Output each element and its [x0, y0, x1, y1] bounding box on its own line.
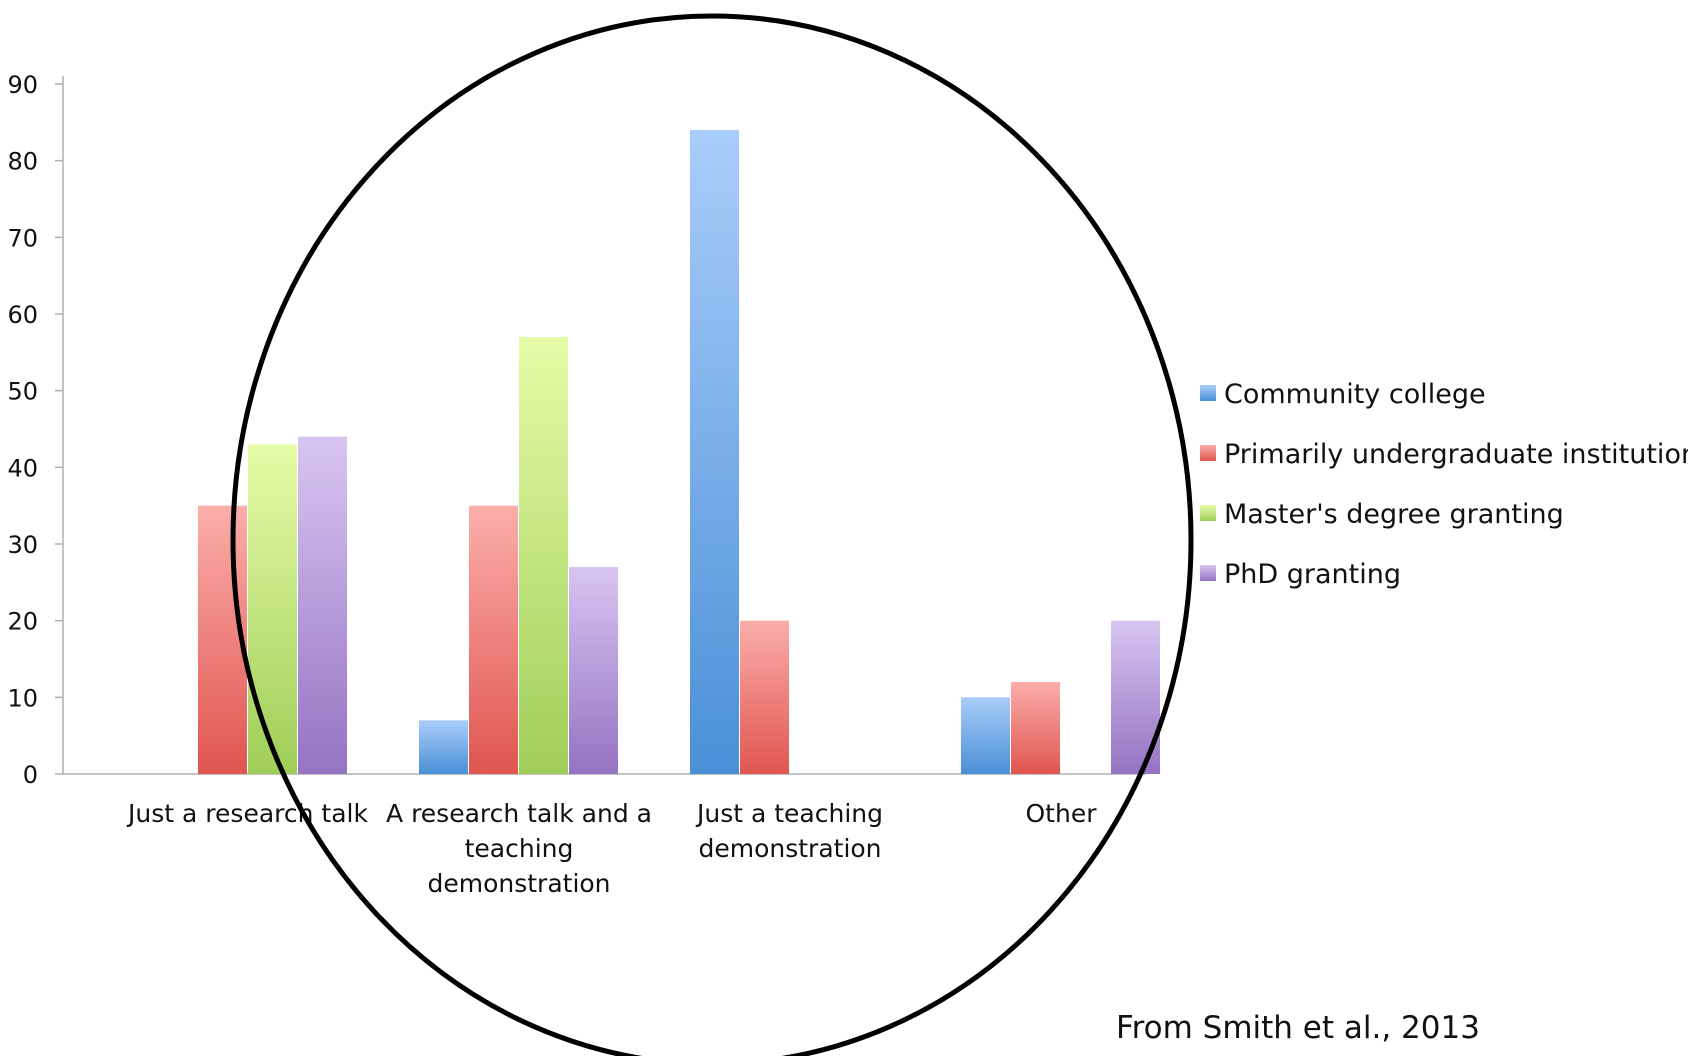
- legend-swatch: [1200, 565, 1216, 581]
- legend-label: Master's degree granting: [1224, 499, 1564, 530]
- y-tick-label: 30: [7, 531, 38, 559]
- y-tick-label: 80: [7, 148, 38, 176]
- bar-phd-granting: [569, 567, 618, 774]
- legend-label: Community college: [1224, 379, 1486, 410]
- bars: [198, 130, 1160, 774]
- category-label: Just a research talk: [126, 799, 368, 828]
- source-note: From Smith et al., 2013: [1116, 1010, 1480, 1046]
- category-label: Other: [1026, 799, 1098, 828]
- bar-community-college: [419, 720, 468, 774]
- bar-phd-granting: [298, 436, 347, 774]
- highlight-circle: [230, 13, 1194, 1056]
- bar-community-college: [690, 130, 739, 774]
- legend: Community college Primarily undergraduate…: [1200, 379, 1688, 590]
- bar-primarily-undergraduate-institution: [198, 505, 247, 774]
- bar-master-s-degree-granting: [248, 444, 297, 774]
- category-label: demonstration: [698, 834, 881, 863]
- bar-community-college: [961, 697, 1010, 774]
- bar-primarily-undergraduate-institution: [740, 620, 789, 774]
- bar-primarily-undergraduate-institution: [469, 505, 518, 774]
- legend-swatch: [1200, 385, 1216, 401]
- legend-label: PhD granting: [1224, 559, 1401, 590]
- y-tick-label: 20: [7, 608, 38, 636]
- y-tick-label: 90: [7, 71, 38, 99]
- category-labels: Just a research talk A research talk and …: [126, 799, 1097, 898]
- bar-master-s-degree-granting: [519, 337, 568, 774]
- category-label: A research talk and a: [386, 799, 652, 828]
- y-tick-label: 40: [7, 454, 38, 482]
- legend-label: Primarily undergraduate institution: [1224, 439, 1688, 470]
- legend-swatch: [1200, 445, 1216, 461]
- category-label: demonstration: [427, 869, 610, 898]
- legend-swatch: [1200, 505, 1216, 521]
- category-label: Just a teaching: [695, 799, 883, 828]
- y-tick-label: 10: [7, 684, 38, 712]
- category-label: teaching: [465, 834, 574, 863]
- bar-primarily-undergraduate-institution: [1011, 682, 1060, 774]
- y-tick-label: 60: [7, 301, 38, 329]
- y-tick-label: 0: [23, 761, 38, 789]
- y-tick-label: 70: [7, 224, 38, 252]
- y-tick-label: 50: [7, 378, 38, 406]
